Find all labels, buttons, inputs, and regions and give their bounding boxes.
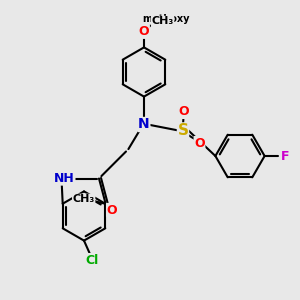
Text: CH₃: CH₃ bbox=[152, 16, 174, 26]
Text: Cl: Cl bbox=[86, 254, 99, 267]
Text: methoxy: methoxy bbox=[142, 14, 189, 24]
Text: O: O bbox=[106, 203, 117, 217]
Text: CH₃: CH₃ bbox=[73, 194, 95, 204]
Text: NH: NH bbox=[54, 172, 75, 185]
Text: N: N bbox=[138, 118, 150, 131]
Text: O: O bbox=[194, 136, 205, 150]
Text: O: O bbox=[178, 105, 189, 119]
Text: O: O bbox=[139, 25, 149, 38]
Text: S: S bbox=[178, 123, 188, 138]
Text: F: F bbox=[281, 149, 289, 163]
